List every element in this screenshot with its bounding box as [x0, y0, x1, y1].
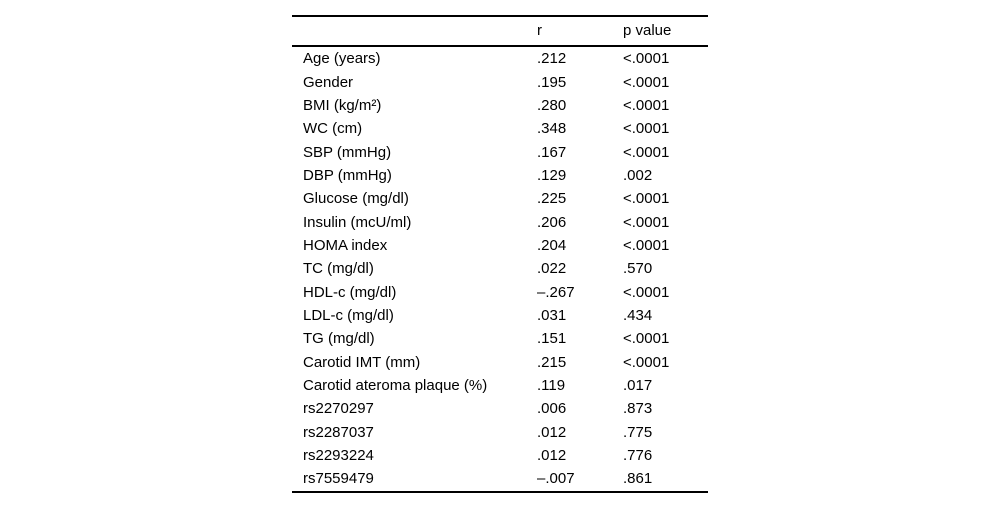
row-r-value: .012 [537, 423, 567, 441]
table-row: LDL-c (mg/dl) .031 .434 [292, 304, 708, 327]
row-p-value: <.0001 [623, 353, 670, 371]
table-row: HDL-c (mg/dl) –.267 <.0001 [292, 280, 708, 303]
row-label: rs2293224 [303, 447, 374, 465]
row-r-value: .012 [537, 447, 567, 465]
row-p-value: <.0001 [623, 236, 670, 254]
row-label: HOMA index [303, 236, 388, 254]
row-p-value: <.0001 [623, 73, 670, 91]
row-p-value: .017 [623, 376, 653, 394]
row-label: DBP (mmHg) [303, 166, 392, 184]
row-r-value: .151 [537, 330, 567, 348]
table-row: Carotid ateroma plaque (%) .119 .017 [292, 374, 708, 397]
row-p-value: <.0001 [623, 213, 670, 231]
row-r-value: –.007 [537, 470, 575, 488]
row-label: HDL-c (mg/dl) [303, 283, 397, 301]
table-row: rs2270297 .006 .873 [292, 397, 708, 420]
table-row: DBP (mmHg) .129 .002 [292, 164, 708, 187]
row-p-value: .002 [623, 166, 653, 184]
row-p-value: .434 [623, 306, 653, 324]
row-label: rs2270297 [303, 400, 374, 418]
row-r-value: .119 [537, 376, 566, 394]
row-label: TC (mg/dl) [303, 260, 374, 278]
table-bottom-rule [292, 490, 708, 493]
row-label: Carotid ateroma plaque (%) [303, 376, 488, 394]
table-row: rs7559479 –.007 .861 [292, 467, 708, 490]
row-label: SBP (mmHg) [303, 143, 392, 161]
row-r-value: .195 [537, 73, 567, 91]
header-pvalue-column: p value [623, 22, 672, 40]
table-header-row: r p value [292, 17, 708, 46]
table-body: Age (years) .212 <.0001 Gender .195 <.00… [292, 47, 708, 491]
table-row: Age (years) .212 <.0001 [292, 47, 708, 70]
header-r-column: r [537, 22, 542, 40]
row-r-value: .167 [537, 143, 567, 161]
row-r-value: .206 [537, 213, 567, 231]
row-p-value: .775 [623, 423, 653, 441]
row-p-value: .873 [623, 400, 653, 418]
row-label: Age (years) [303, 50, 381, 68]
table-row: HOMA index .204 <.0001 [292, 234, 708, 257]
table-row: Glucose (mg/dl) .225 <.0001 [292, 187, 708, 210]
table-row: TC (mg/dl) .022 .570 [292, 257, 708, 280]
table-top-rule [292, 15, 708, 17]
table-row: Gender .195 <.0001 [292, 70, 708, 93]
row-r-value: .215 [537, 353, 567, 371]
row-p-value: .570 [623, 260, 653, 278]
row-r-value: .129 [537, 166, 567, 184]
table-row: SBP (mmHg) .167 <.0001 [292, 140, 708, 163]
row-r-value: .225 [537, 190, 567, 208]
row-label: LDL-c (mg/dl) [303, 306, 394, 324]
row-label: rs7559479 [303, 470, 374, 488]
row-r-value: .280 [537, 96, 567, 114]
table-header-rule [292, 45, 708, 47]
correlation-table: r p value Age (years) .212 <.0001 Gender… [292, 15, 708, 493]
row-p-value: <.0001 [623, 120, 670, 138]
row-label: WC (cm) [303, 120, 363, 138]
row-p-value: .776 [623, 447, 653, 465]
row-label: Glucose (mg/dl) [303, 190, 409, 208]
row-r-value: .204 [537, 236, 567, 254]
row-r-value: .212 [537, 50, 567, 68]
row-label: TG (mg/dl) [303, 330, 375, 348]
row-p-value: <.0001 [623, 190, 670, 208]
row-label: Gender [303, 73, 354, 91]
row-p-value: <.0001 [623, 283, 670, 301]
table-row: rs2287037 .012 .775 [292, 421, 708, 444]
row-label: Carotid IMT (mm) [303, 353, 421, 371]
table-row: WC (cm) .348 <.0001 [292, 117, 708, 140]
table-row: BMI (kg/m²) .280 <.0001 [292, 94, 708, 117]
row-p-value: <.0001 [623, 96, 670, 114]
row-p-value: <.0001 [623, 50, 670, 68]
table-row: TG (mg/dl) .151 <.0001 [292, 327, 708, 350]
row-r-value: .031 [537, 306, 567, 324]
row-label: BMI (kg/m²) [303, 96, 382, 114]
row-label: rs2287037 [303, 423, 374, 441]
table-row: rs2293224 .012 .776 [292, 444, 708, 467]
row-r-value: .348 [537, 120, 567, 138]
row-p-value: .861 [623, 470, 653, 488]
row-r-value: .022 [537, 260, 567, 278]
row-p-value: <.0001 [623, 330, 670, 348]
table-row: Carotid IMT (mm) .215 <.0001 [292, 350, 708, 373]
row-r-value: .006 [537, 400, 567, 418]
table-row: Insulin (mcU/ml) .206 <.0001 [292, 210, 708, 233]
row-p-value: <.0001 [623, 143, 670, 161]
row-label: Insulin (mcU/ml) [303, 213, 412, 231]
row-r-value: –.267 [537, 283, 575, 301]
